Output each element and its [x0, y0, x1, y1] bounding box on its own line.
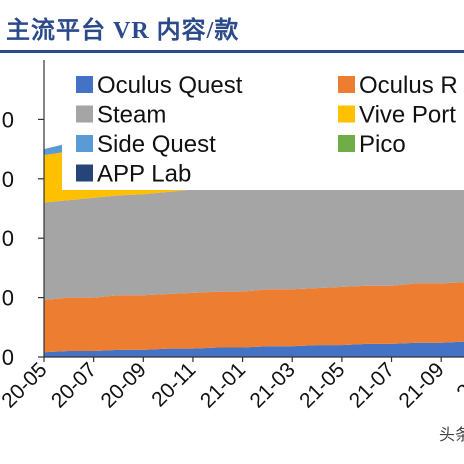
y-tick-label: 0: [2, 107, 14, 132]
x-tick-labels: 20-0520-0720-0920-1121-0121-0321-0521-07…: [0, 358, 464, 412]
y-tick-labels: 0 0 0 0 0: [2, 107, 14, 370]
area-oculus-quest: [44, 341, 464, 357]
legend-label-oculus-quest: Oculus Quest: [97, 72, 243, 99]
legend-swatch-steam: [76, 105, 93, 123]
y-tick-label: 0: [2, 226, 14, 251]
legend-label-app-lab: APP Lab: [97, 161, 191, 188]
legend: Oculus Quest Oculus R Steam Vive Port Side Q…: [62, 66, 464, 190]
legend-label-oculus-rift: Oculus R: [359, 72, 458, 99]
legend-swatch-pico: [338, 135, 355, 152]
y-tick-label: 0: [2, 286, 14, 311]
x-tick-label: 21-03: [246, 358, 300, 412]
x-tick-label: 21-01: [196, 358, 250, 412]
y-tick-label: 0: [2, 345, 14, 370]
legend-swatch-side-quest: [76, 135, 93, 152]
x-tick-label: 20-09: [97, 358, 151, 412]
x-tick-label: 20-07: [47, 358, 101, 412]
legend-label-steam: Steam: [97, 102, 166, 129]
x-tick-label: 21-1: [452, 358, 464, 404]
x-tick-label: 21-09: [394, 358, 448, 412]
chart-title: 主流平台 VR 内容/款: [6, 18, 240, 44]
area-oculus-rift: [44, 282, 464, 353]
y-tick-label: 0: [2, 167, 14, 192]
legend-swatch-oculus-rift: [338, 76, 355, 93]
x-tick-label: 21-07: [345, 358, 399, 412]
legend-swatch-app-lab: [76, 164, 93, 182]
legend-label-side-quest: Side Quest: [97, 131, 216, 158]
x-tick-label: 20-11: [147, 358, 200, 411]
legend-label-pico: Pico: [359, 131, 406, 158]
x-tick-label: 21-05: [295, 358, 349, 412]
legend-swatch-oculus-quest: [76, 76, 93, 93]
watermark-text: 头条: [439, 425, 464, 444]
axes: [38, 60, 464, 362]
legend-swatch-vive-port: [338, 105, 355, 123]
title-underline: [0, 50, 464, 53]
legend-label-vive-port: Vive Port: [359, 102, 456, 129]
area-steam: [44, 170, 464, 300]
legend-background: [62, 66, 464, 190]
